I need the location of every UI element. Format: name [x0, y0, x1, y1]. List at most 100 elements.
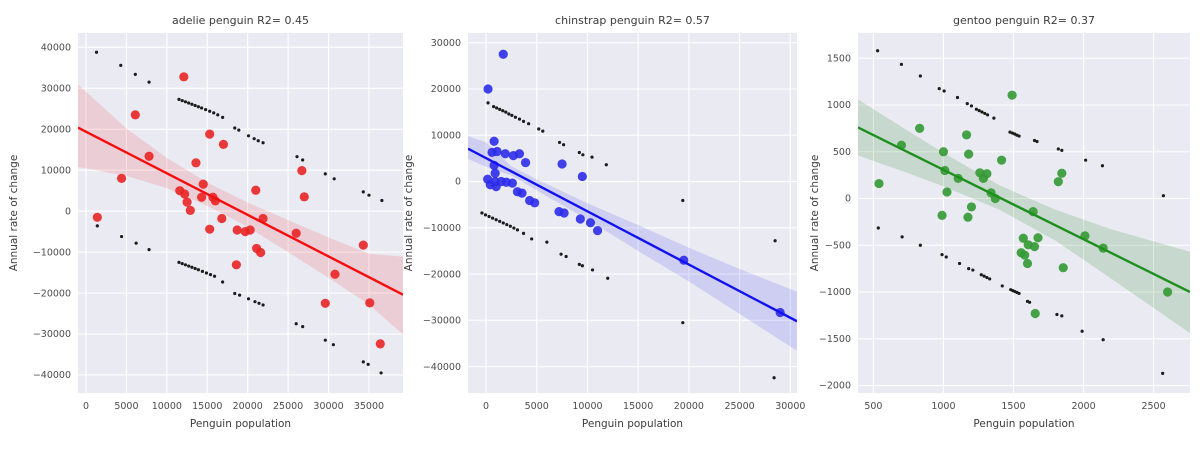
- small-black-point: [323, 338, 327, 342]
- small-black-point: [944, 255, 948, 259]
- small-black-point: [147, 248, 151, 252]
- small-black-point: [965, 101, 969, 106]
- small-black-point: [200, 106, 204, 110]
- small-black-point: [1056, 147, 1060, 151]
- small-black-point: [590, 268, 595, 272]
- small-black-point: [577, 150, 581, 155]
- scatter-point: [92, 212, 102, 222]
- x-tick-label: 1500: [1001, 401, 1025, 412]
- small-black-point: [183, 100, 188, 104]
- x-tick-label: 1000: [931, 401, 955, 412]
- small-black-point: [190, 102, 194, 106]
- y-tick-label: −30000: [33, 329, 71, 340]
- small-black-point: [942, 89, 946, 93]
- small-black-point: [301, 325, 305, 329]
- scatter-point: [492, 146, 502, 157]
- small-black-point: [257, 301, 261, 305]
- scatter-point: [963, 212, 973, 222]
- small-black-point: [937, 87, 941, 91]
- small-black-point: [261, 303, 265, 307]
- small-black-point: [177, 97, 181, 101]
- scatter-point: [507, 178, 517, 188]
- small-black-point: [200, 269, 205, 273]
- x-tick-label: 10000: [572, 401, 602, 412]
- small-black-point: [147, 80, 151, 84]
- small-black-point: [252, 137, 256, 141]
- y-tick-label: −2000: [819, 381, 851, 392]
- y-tick-label: 10000: [41, 165, 71, 176]
- small-black-point: [294, 322, 298, 326]
- scatter-point: [245, 225, 255, 235]
- small-black-point: [216, 113, 220, 117]
- small-black-point: [899, 62, 904, 66]
- small-black-point: [983, 111, 987, 116]
- small-black-point: [577, 262, 581, 266]
- small-black-point: [955, 95, 960, 100]
- small-black-point: [1035, 139, 1039, 144]
- scatter-point: [1033, 233, 1043, 243]
- scatter-point: [489, 136, 499, 146]
- confidence-band: [78, 84, 403, 335]
- y-tick-label: −10000: [33, 247, 71, 258]
- y-tick-label: −1500: [819, 334, 851, 345]
- scatter-point: [375, 339, 385, 349]
- scatter-point: [514, 149, 525, 159]
- small-black-point: [246, 134, 251, 138]
- scatter-point: [491, 182, 501, 192]
- small-black-point: [979, 273, 983, 277]
- small-black-point: [604, 163, 608, 167]
- small-black-point: [233, 126, 237, 130]
- small-black-point: [95, 224, 99, 228]
- small-black-point: [1100, 164, 1105, 168]
- scatter-point: [1030, 308, 1040, 319]
- y-tick-label: 0: [65, 206, 71, 217]
- scatter-point: [1018, 233, 1028, 243]
- panel-chinstrap: chinstrap penguin R2= 0.57 0 5000 10000 1500…: [403, 14, 805, 430]
- small-black-point: [331, 343, 335, 347]
- small-black-point: [918, 243, 922, 247]
- y-tick-label: 20000: [431, 84, 461, 95]
- small-black-point: [187, 101, 191, 105]
- scatter-point: [182, 197, 192, 207]
- scatter-point: [251, 185, 261, 195]
- small-black-point: [513, 115, 518, 119]
- small-black-point: [323, 172, 327, 176]
- scatter-point: [191, 158, 201, 168]
- x-tick-label: 2000: [1071, 401, 1095, 412]
- small-black-point: [772, 376, 776, 380]
- small-black-point: [992, 116, 996, 120]
- small-black-point: [212, 111, 216, 115]
- small-black-point: [581, 153, 585, 157]
- small-black-point: [498, 219, 502, 223]
- plot-background: [468, 33, 797, 393]
- small-black-point: [1060, 148, 1064, 152]
- y-tick-label: 30000: [41, 83, 71, 94]
- small-black-point: [196, 105, 200, 109]
- x-axis-label: Penguin population: [973, 418, 1074, 430]
- small-black-point: [530, 237, 534, 241]
- panel-title: chinstrap penguin R2= 0.57: [555, 14, 710, 27]
- scatter-point: [291, 228, 301, 238]
- scatter-point: [938, 147, 949, 157]
- small-black-point: [562, 143, 566, 147]
- scatter-point: [232, 225, 242, 235]
- x-tick-label: 0: [83, 401, 89, 412]
- plot-background: [858, 33, 1190, 393]
- x-tick-label: 20000: [233, 401, 263, 412]
- small-black-point: [521, 119, 526, 123]
- small-black-point: [537, 127, 541, 131]
- small-black-point: [501, 221, 505, 225]
- x-tick-label: 5000: [114, 401, 138, 412]
- scatter-point: [179, 72, 189, 82]
- small-black-point: [301, 158, 305, 162]
- y-tick-label: 10000: [431, 130, 461, 141]
- y-tick-label: 1000: [827, 100, 851, 111]
- small-black-point: [988, 277, 992, 281]
- scatter-point: [256, 247, 266, 258]
- scatter-point: [490, 168, 500, 178]
- small-black-point: [982, 274, 986, 278]
- regression-line: [468, 147, 797, 323]
- small-black-point: [957, 261, 962, 266]
- regression-line: [858, 126, 1190, 294]
